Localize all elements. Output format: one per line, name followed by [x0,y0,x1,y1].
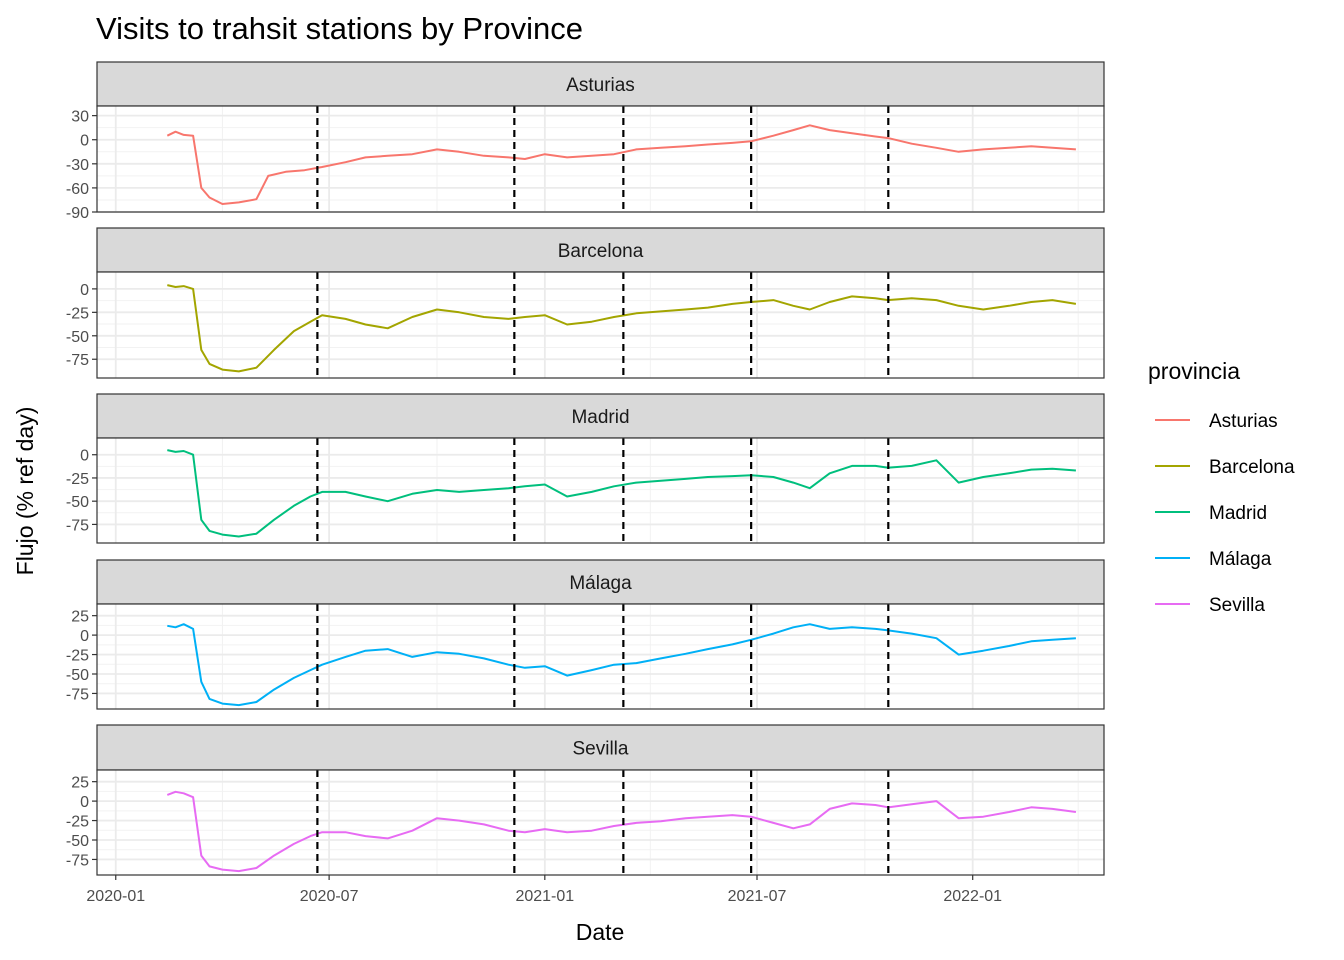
y-tick-label: 25 [71,609,89,626]
facet-strip-label: Málaga [569,573,632,594]
facet-strip-label: Asturias [566,75,635,96]
y-tick-label: -30 [66,157,89,174]
chart-title: Visits to trahsit stations by Province [96,11,583,46]
y-tick-label: 0 [80,282,89,299]
panel-sevilla: Sevilla 25 0 -25 -50 -75 [66,724,1105,876]
y-tick-label: 0 [80,628,89,645]
y-tick-label: -60 [66,181,89,198]
y-tick-label: -25 [66,305,89,322]
x-tick-label: 2021-07 [728,888,787,905]
facet-strip [96,559,1105,605]
series-line-sevilla [166,790,1077,873]
panel-background [97,770,1104,875]
panel-asturias: Asturias 30 0 -30 -60 -90 [66,61,1105,222]
x-tick-label: 2022-01 [943,888,1002,905]
y-tick-label: 0 [80,133,89,150]
facet-strip [96,61,1105,107]
panel-border [96,437,1105,544]
y-tick-label: -25 [66,471,89,488]
legend-label: Asturias [1209,411,1278,432]
series-line-madrid [167,449,1076,538]
facet-strip [96,724,1105,771]
y-tick-label: 0 [80,794,89,811]
y-tick-label: -50 [66,667,89,684]
panel-border [96,105,1105,213]
facet-strip-label: Barcelona [558,241,644,262]
facet-panels: Asturias300-30-60-90Barcelona0-25-50-75M… [66,61,1105,876]
x-tick-label: 2021-01 [515,888,574,905]
series-line-asturias [166,124,1076,205]
panel-background [97,604,1104,709]
panel-border [96,271,1105,379]
x-tick-label: 2020-07 [300,888,359,905]
panel-barcelona: Barcelona 0 -25 -50 -75 [66,227,1105,379]
y-tick-label: 30 [71,109,89,126]
facet-strip-label: Madrid [571,407,629,428]
y-tick-label: -25 [66,814,89,831]
panel-border [96,769,1105,876]
y-tick-label: -50 [66,494,89,511]
x-axis: 2020-01 2020-07 2021-01 2021-07 2022-01 [86,875,1002,905]
legend: provincia Asturias Barcelona Madrid Málaga S… [1148,358,1295,616]
y-tick-label: -25 [66,648,89,665]
panel-background [97,272,1104,378]
y-tick-label: -50 [66,833,89,850]
y-tick-label: -75 [66,352,89,369]
panel-border [96,603,1105,710]
legend-label: Barcelona [1209,457,1295,478]
series-line-malaga [167,623,1076,707]
series-line-barcelona [167,284,1077,373]
y-tick-label: 0 [80,448,89,465]
facet-strip-label: Sevilla [573,739,629,760]
y-axis-title: Flujo (% ref day) [12,407,38,576]
y-tick-label: -50 [66,329,89,346]
panel-background [97,106,1104,212]
y-tick-label: -75 [66,517,89,534]
legend-label: Sevilla [1209,595,1265,616]
x-tick-label: 2020-01 [86,888,145,905]
y-tick-label: 25 [71,775,89,792]
legend-label: Madrid [1209,503,1267,524]
y-tick-label: -75 [66,852,89,869]
panel-madrid: Madrid 0 -25 -50 -75 [66,393,1105,544]
x-axis-title: Date [576,919,625,945]
panel-malaga: Málaga 25 0 -25 -50 -75 [66,559,1105,710]
legend-label: Málaga [1209,549,1272,570]
y-tick-label: -90 [66,205,89,222]
legend-title: provincia [1148,358,1240,384]
y-tick-label: -75 [66,686,89,703]
